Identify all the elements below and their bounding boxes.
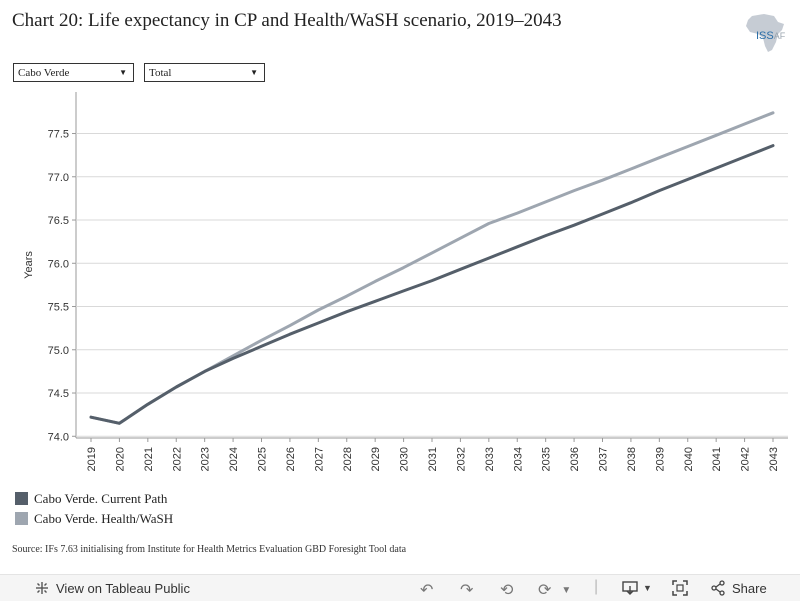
x-tick-label: 2028 xyxy=(342,447,354,471)
x-tick-label: 2026 xyxy=(285,447,297,471)
x-tick-label: 2031 xyxy=(427,447,439,471)
africa-logo-icon xyxy=(746,14,784,52)
x-tick-label: 2025 xyxy=(257,447,269,471)
y-tick-label: 75.0 xyxy=(48,345,69,357)
line-chart: 74.0 74.5 75.0 75.5 76.0 76.5 77.0 77.5 2019 2020… xyxy=(23,92,788,471)
legend-swatch-health-wash xyxy=(15,512,28,525)
y-tick-label: 76.0 xyxy=(48,258,69,270)
y-tick-label: 74.0 xyxy=(48,431,69,443)
dropdown-arrow-icon: ▼ xyxy=(119,68,127,77)
country-select-value: Cabo Verde xyxy=(18,67,70,79)
x-tick-label: 2029 xyxy=(370,447,382,471)
revert-icon: ⟲ xyxy=(500,582,514,599)
chevron-down-icon: ▼ xyxy=(643,583,652,593)
series-line-current-path xyxy=(89,144,775,425)
x-tick-label: 2024 xyxy=(228,447,240,471)
source-note: Source: IFs 7.63 initialising from Insti… xyxy=(12,544,407,555)
y-axis-label: Years xyxy=(23,251,35,279)
x-tick-label: 2032 xyxy=(455,447,467,471)
toolbar-divider: | xyxy=(594,578,599,595)
x-tick-label: 2034 xyxy=(512,447,524,471)
share-icon xyxy=(711,580,725,596)
x-tick-label: 2033 xyxy=(484,447,496,471)
x-tick-label: 2036 xyxy=(569,447,581,471)
x-tick-label: 2020 xyxy=(114,447,126,471)
view-on-tableau-link[interactable]: View on Tableau Public xyxy=(34,580,190,596)
legend-item-current-path[interactable]: Cabo Verde. Current Path xyxy=(15,491,167,507)
y-tick-label: 74.5 xyxy=(48,388,69,400)
revert-button[interactable]: ⟲ xyxy=(500,580,513,600)
chevron-down-icon: ▼ xyxy=(561,584,572,596)
refresh-icon: ⟳ xyxy=(538,582,552,599)
x-tick-label: 2038 xyxy=(626,447,638,471)
x-tick-label: 2021 xyxy=(143,447,155,471)
y-tick-label: 77.5 xyxy=(48,129,69,141)
redo-icon: ↷ xyxy=(460,582,474,599)
dropdown-arrow-icon: ▼ xyxy=(250,68,258,77)
x-tick-label: 2030 xyxy=(399,447,411,471)
y-tick-label: 77.0 xyxy=(48,172,69,184)
x-tick-label: 2035 xyxy=(541,447,553,471)
legend-swatch-current-path xyxy=(15,492,28,505)
view-on-tableau-label: View on Tableau Public xyxy=(56,580,190,596)
fullscreen-icon xyxy=(672,580,688,596)
page-title: Chart 20: Life expectancy in CP and Heal… xyxy=(12,10,562,31)
x-tick-label: 2037 xyxy=(598,447,610,471)
x-tick-label: 2027 xyxy=(313,447,325,471)
tableau-toolbar: View on Tableau Public ↶ ↷ ⟲ ⟳ ▼ | ▼ Shar… xyxy=(0,574,800,601)
download-button[interactable]: ▼ xyxy=(622,580,652,596)
x-tick-label: 2041 xyxy=(711,447,723,471)
legend-label-health-wash: Cabo Verde. Health/WaSH xyxy=(34,511,174,526)
country-select[interactable]: Cabo Verde ▼ xyxy=(13,63,134,82)
undo-icon: ↶ xyxy=(420,582,434,599)
measure-select-value: Total xyxy=(149,67,172,79)
measure-select[interactable]: Total ▼ xyxy=(144,63,265,82)
x-tick-label: 2019 xyxy=(86,447,98,471)
logo-text: ISSAF xyxy=(756,30,786,42)
x-tick-label: 2042 xyxy=(740,447,752,471)
x-tick-label: 2043 xyxy=(768,447,780,471)
redo-button[interactable]: ↷ xyxy=(460,580,473,600)
share-label: Share xyxy=(732,580,767,596)
y-tick-label: 76.5 xyxy=(48,215,69,227)
undo-button[interactable]: ↶ xyxy=(420,580,433,600)
x-tick-label: 2039 xyxy=(654,447,666,471)
legend-label-current-path: Cabo Verde. Current Path xyxy=(34,491,168,506)
x-tick-label: 2040 xyxy=(683,447,695,471)
legend-item-health-wash[interactable]: Cabo Verde. Health/WaSH xyxy=(15,511,173,527)
download-icon xyxy=(622,581,638,595)
fullscreen-button[interactable] xyxy=(672,580,688,596)
tableau-logo-icon xyxy=(36,582,48,594)
y-tick-label: 75.5 xyxy=(48,302,69,314)
x-tick-label: 2023 xyxy=(200,447,212,471)
x-tick-label: 2022 xyxy=(171,447,183,471)
refresh-button[interactable]: ⟳ ▼ xyxy=(538,580,571,600)
share-button[interactable]: Share xyxy=(710,580,767,596)
